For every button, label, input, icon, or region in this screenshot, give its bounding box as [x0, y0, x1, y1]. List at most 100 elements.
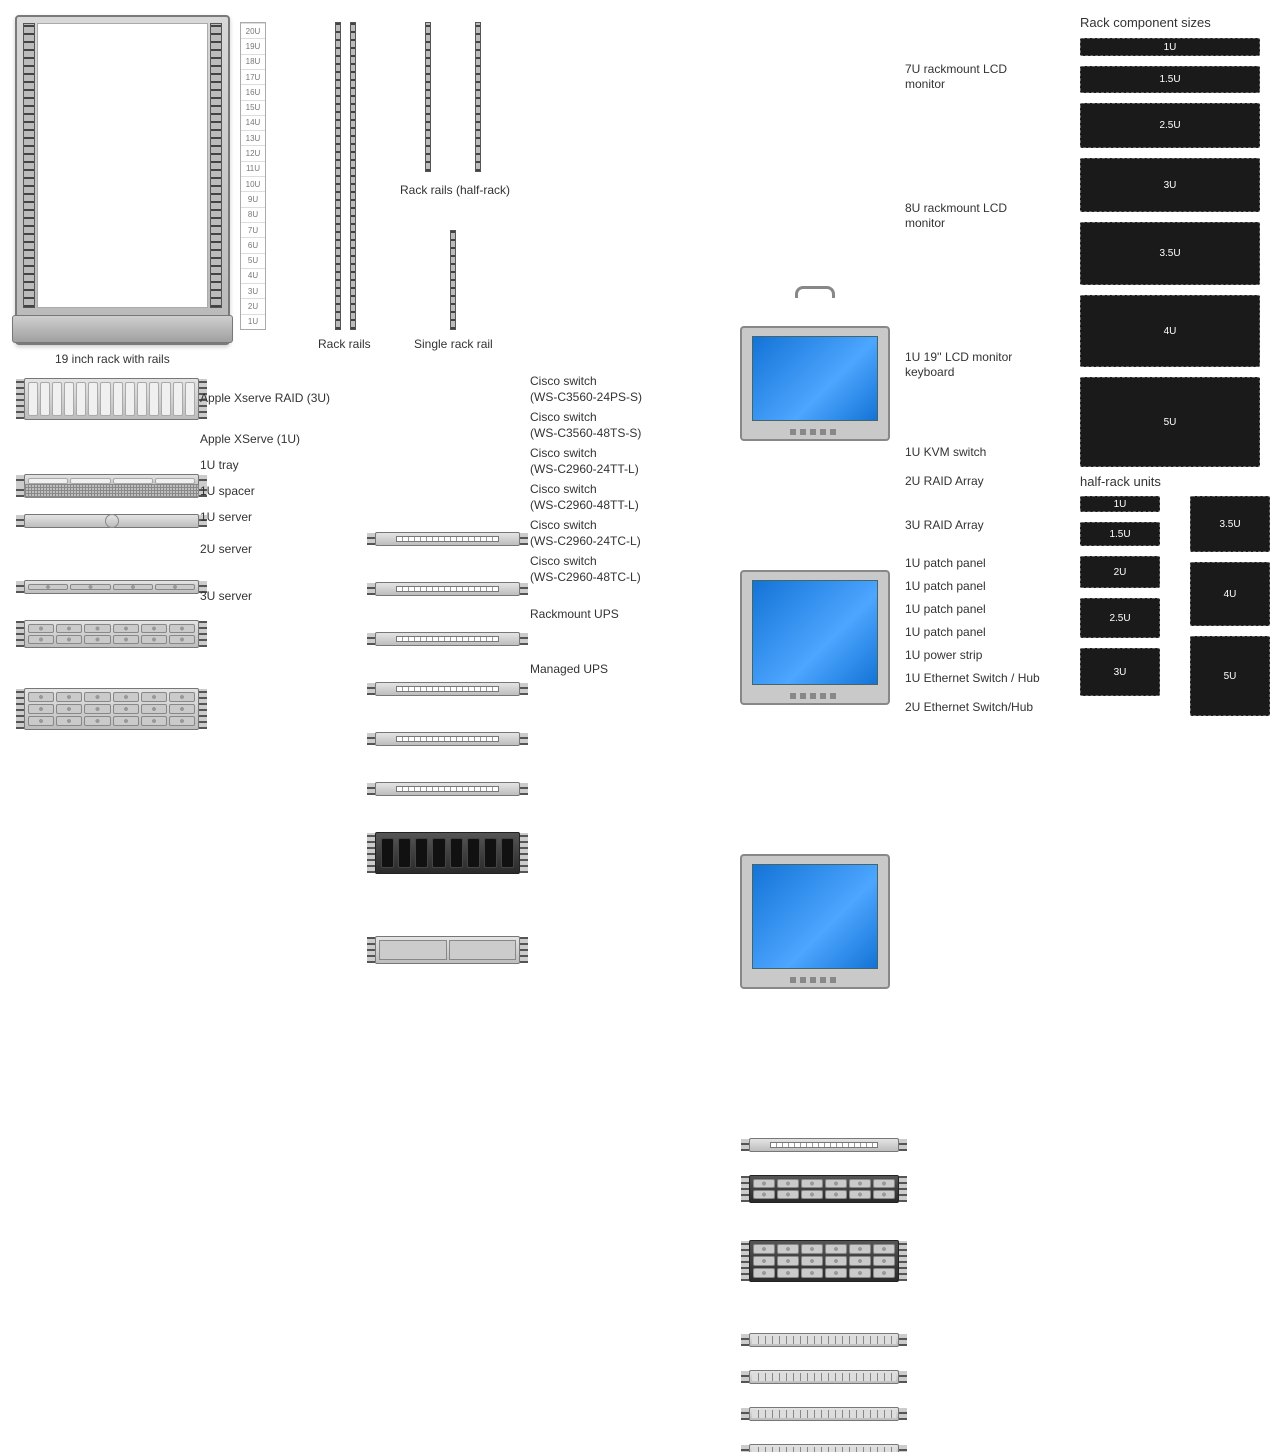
cisco-3560-24ps-label: Cisco switch (WS-C3560-24PS-S): [530, 374, 642, 405]
xserve-raid-label: Apple Xserve RAID (3U): [200, 391, 330, 407]
rails-half-label: Rack rails (half-rack): [400, 183, 510, 199]
rail-scale-tick: 13U: [241, 130, 265, 145]
lcd-1u-kb-label: 1U 19'' LCD monitor keyboard: [905, 350, 1012, 381]
raid-3u-label: 3U RAID Array: [905, 518, 984, 534]
lcd-1u-kb-handle: [795, 286, 835, 298]
power-strip-label: 1U power strip: [905, 648, 982, 664]
ups-rackmount-label: Rackmount UPS: [530, 607, 619, 623]
cisco-2960-48tt-label: Cisco switch (WS-C2960-48TT-L): [530, 482, 639, 513]
half-size-3U: 3U: [1080, 648, 1160, 696]
rail-scale-tick: 6U: [241, 237, 265, 252]
rail-scale-tick: 14U: [241, 115, 265, 130]
rail-scale-tick: 11U: [241, 161, 265, 176]
rail-scale-tick: 8U: [241, 207, 265, 222]
rack-caption: 19 inch rack with rails: [55, 352, 170, 368]
rail-half-left: [425, 22, 431, 172]
cisco-2960-24tc: [375, 732, 520, 746]
cisco-2960-48tc: [375, 782, 520, 796]
rail-scale-tick: 9U: [241, 191, 265, 206]
rail-scale-tick: 19U: [241, 38, 265, 53]
patch-3-label: 1U patch panel: [905, 602, 986, 618]
server-1u: [24, 580, 199, 594]
cisco-2960-24tt-label: Cisco switch (WS-C2960-24TT-L): [530, 446, 639, 477]
raid-3u: [749, 1240, 899, 1282]
half-size-1.5U: 1.5U: [1080, 522, 1160, 546]
server-2u: [24, 620, 199, 648]
cisco-2960-48tt: [375, 682, 520, 696]
patch-2: [749, 1370, 899, 1384]
server-2u-label: 2U server: [200, 542, 252, 558]
rail-half-right: [475, 22, 481, 172]
cisco-2960-24tt: [375, 632, 520, 646]
rail-scale-tick: 4U: [241, 268, 265, 283]
eth-1u-label: 1U Ethernet Switch / Hub: [905, 671, 1040, 687]
patch-3: [749, 1407, 899, 1421]
half-title: half-rack units: [1080, 474, 1161, 491]
raid-2u-label: 2U RAID Array: [905, 474, 984, 490]
server-1u-label: 1U server: [200, 510, 252, 526]
kvm-1u: [749, 1138, 899, 1152]
tray-1u: [24, 514, 199, 528]
rail-scale-tick: 16U: [241, 84, 265, 99]
cisco-3560-48ts: [375, 582, 520, 596]
xserve-label: Apple XServe (1U): [200, 432, 300, 448]
rail-scale-tick: 5U: [241, 253, 265, 268]
rail-scale-tick: 1U: [241, 314, 265, 329]
rail-scale-tick: 20U: [241, 23, 265, 38]
rail-full-left: [335, 22, 341, 330]
rack-19inch: [15, 15, 230, 345]
lcd-8u-label: 8U rackmount LCD monitor: [905, 201, 1007, 232]
size-1U: 1U: [1080, 38, 1260, 56]
server-3u: [24, 688, 199, 730]
size-4U: 4U: [1080, 295, 1260, 367]
ups-managed: [375, 936, 520, 964]
patch-2-label: 1U patch panel: [905, 579, 986, 595]
server-3u-label: 3U server: [200, 589, 252, 605]
kvm-1u-label: 1U KVM switch: [905, 445, 986, 461]
patch-4-label: 1U patch panel: [905, 625, 986, 641]
lcd-1u-kb: [740, 854, 890, 989]
rail-scale-tick: 7U: [241, 222, 265, 237]
size-2.5U: 2.5U: [1080, 103, 1260, 148]
eth-2u-label: 2U Ethernet Switch/Hub: [905, 700, 1033, 716]
half-size-2U: 2U: [1080, 556, 1160, 588]
rail-scale-tick: 2U: [241, 298, 265, 313]
rail-scale-tick: 15U: [241, 100, 265, 115]
spacer-1u-label: 1U spacer: [200, 484, 255, 500]
lcd-7u: [740, 326, 890, 441]
half-size-5U: 5U: [1190, 636, 1270, 716]
sizes-title: Rack component sizes: [1080, 15, 1211, 32]
rail-scale-tick: 10U: [241, 176, 265, 191]
spacer-1u: [24, 484, 199, 498]
half-size-4U: 4U: [1190, 562, 1270, 626]
size-1.5U: 1.5U: [1080, 66, 1260, 93]
patch-4: [749, 1444, 899, 1452]
patch-1-label: 1U patch panel: [905, 556, 986, 572]
rail-single: [450, 230, 456, 330]
tray-1u-label: 1U tray: [200, 458, 239, 474]
half-size-2.5U: 2.5U: [1080, 598, 1160, 638]
cisco-3560-48ts-label: Cisco switch (WS-C3560-48TS-S): [530, 410, 641, 441]
xserve-raid: [24, 378, 199, 420]
half-size-1U: 1U: [1080, 496, 1160, 512]
rail-scale-tick: 18U: [241, 54, 265, 69]
size-3.5U: 3.5U: [1080, 222, 1260, 285]
patch-1: [749, 1333, 899, 1347]
rail-full-right: [350, 22, 356, 330]
half-size-3.5U: 3.5U: [1190, 496, 1270, 552]
rail-scale-tick: 12U: [241, 145, 265, 160]
rack-rail-scale: 1U2U3U4U5U6U7U8U9U10U11U12U13U14U15U16U1…: [240, 22, 266, 330]
cisco-2960-24tc-label: Cisco switch (WS-C2960-24TC-L): [530, 518, 641, 549]
lcd-8u: [740, 570, 890, 705]
size-3U: 3U: [1080, 158, 1260, 212]
cisco-3560-24ps: [375, 532, 520, 546]
rails-full-label: Rack rails: [318, 337, 371, 353]
raid-2u: [749, 1175, 899, 1203]
cisco-2960-48tc-label: Cisco switch (WS-C2960-48TC-L): [530, 554, 641, 585]
size-5U: 5U: [1080, 377, 1260, 467]
rail-scale-tick: 17U: [241, 69, 265, 84]
rail-single-label: Single rack rail: [414, 337, 493, 353]
ups-rackmount: [375, 832, 520, 874]
ups-managed-label: Managed UPS: [530, 662, 608, 678]
lcd-7u-label: 7U rackmount LCD monitor: [905, 62, 1007, 93]
